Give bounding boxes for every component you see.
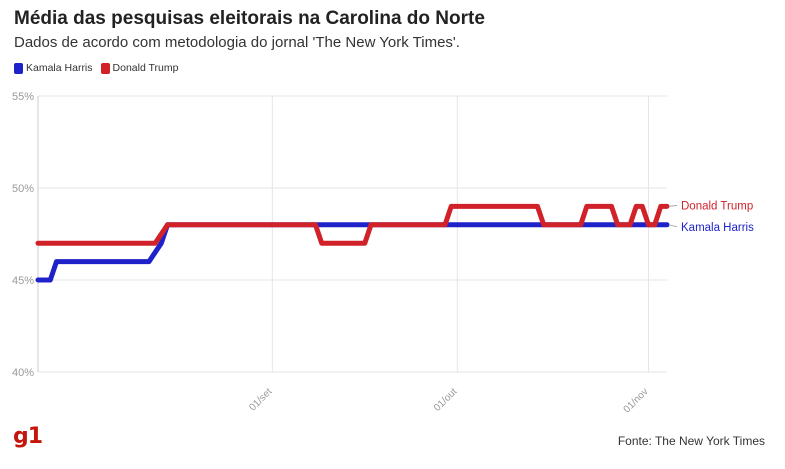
x-tick-label: 01/out bbox=[432, 386, 460, 414]
x-tick-label: 01/nov bbox=[622, 386, 651, 415]
legend-label-harris: Kamala Harris bbox=[26, 62, 93, 74]
g1-logo: g1 bbox=[13, 424, 43, 449]
legend-item-harris[interactable]: Kamala Harris bbox=[14, 62, 93, 74]
legend-label-trump: Donald Trump bbox=[112, 62, 179, 74]
end-label-harris: Kamala Harris bbox=[681, 222, 754, 234]
source-text: Fonte: The New York Times bbox=[617, 434, 765, 448]
series-line-trump bbox=[35, 203, 670, 246]
legend: Kamala Harris Donald Trump bbox=[14, 62, 178, 74]
series-line-harris bbox=[35, 222, 670, 283]
end-label-leader bbox=[668, 224, 678, 228]
y-tick-label: 50% bbox=[12, 183, 34, 195]
legend-item-trump[interactable]: Donald Trump bbox=[100, 62, 179, 74]
end-label-leader bbox=[668, 204, 678, 207]
chart-title: Média das pesquisas eleitorais na Caroli… bbox=[14, 8, 485, 29]
end-label-trump: Donald Trump bbox=[681, 200, 753, 212]
y-tick-label: 40% bbox=[12, 367, 34, 379]
y-tick-label: 45% bbox=[12, 275, 34, 287]
chart-subtitle: Dados de acordo com metodologia do jorna… bbox=[14, 34, 460, 51]
y-tick-label: 55% bbox=[12, 91, 34, 103]
legend-swatch-harris bbox=[14, 62, 23, 74]
x-tick-label: 01/set bbox=[247, 386, 274, 413]
legend-swatch-trump bbox=[100, 62, 110, 74]
